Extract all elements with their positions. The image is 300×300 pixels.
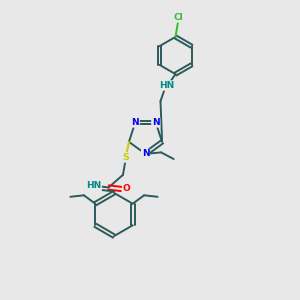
Text: HN: HN xyxy=(86,182,101,190)
Text: HN: HN xyxy=(160,81,175,90)
Text: O: O xyxy=(123,184,130,194)
Text: Cl: Cl xyxy=(174,13,183,22)
Text: N: N xyxy=(142,149,149,158)
Text: N: N xyxy=(131,118,139,127)
Text: S: S xyxy=(122,153,129,162)
Text: N: N xyxy=(152,118,160,127)
